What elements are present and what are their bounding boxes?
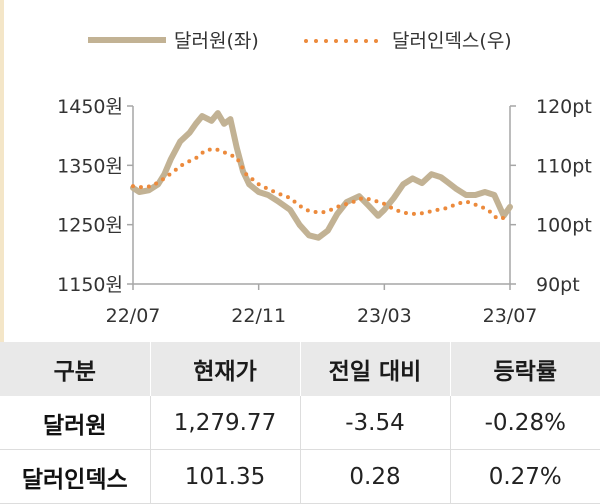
header-category: 구분 [0,342,150,396]
row-change: 0.28 [299,449,450,504]
row-change-rate: 0.27% [449,449,600,504]
y-right-tick-label: 120pt [536,96,592,118]
y-right-tick-label: 100pt [536,215,592,237]
row-change: -3.54 [299,396,450,450]
table-row: 달러인덱스 101.35 0.28 0.27% [0,449,600,504]
table-row: 달러원 1,279.77 -3.54 -0.28% [0,396,600,450]
y-right-tick-label: 90pt [536,274,580,296]
y-left-tick-label: 1450원 [57,96,123,118]
x-tick-label: 23/07 [483,305,538,327]
y-right-tick-label: 110pt [536,155,592,177]
series-line-krw-usd [130,110,513,241]
legend-label-dxy: 달러인덱스(우) [392,30,512,52]
legend: 달러원(좌) 달러인덱스(우) [88,30,512,52]
header-change: 전일 대비 [299,342,450,396]
accent-strip [0,0,4,345]
summary-table: 구분 현재가 전일 대비 등락률 달러원 1,279.77 -3.54 -0.2… [0,342,600,504]
x-tick-label: 22/07 [106,305,161,327]
series-line-dollar-index [131,146,512,221]
x-tick-label: 23/03 [357,305,412,327]
plot-area [130,110,513,241]
chart-svg: 달러원(좌) 달러인덱스(우) 1450원 1350원 1250원 1150원 120p… [57,30,592,327]
table-header-row: 구분 현재가 전일 대비 등락률 [0,342,600,396]
legend-label-krw: 달러원(좌) [174,30,259,52]
y-left-tick-label: 1250원 [57,215,123,237]
row-current-price: 101.35 [149,449,300,504]
header-current-price: 현재가 [149,342,300,396]
y-left-tick-label: 1150원 [57,274,123,296]
row-name: 달러원 [0,396,150,450]
y-left-tick-label: 1350원 [57,155,123,177]
row-current-price: 1,279.77 [149,396,300,450]
header-change-rate: 등락률 [449,342,600,396]
row-name: 달러인덱스 [0,449,150,504]
fx-chart: 달러원(좌) 달러인덱스(우) 1450원 1350원 1250원 1150원 120p… [57,30,592,327]
row-change-rate: -0.28% [449,396,600,450]
x-tick-label: 22/11 [231,305,286,327]
axes: 1450원 1350원 1250원 1150원 120pt 110pt 100pt 90pt 2… [57,96,592,327]
